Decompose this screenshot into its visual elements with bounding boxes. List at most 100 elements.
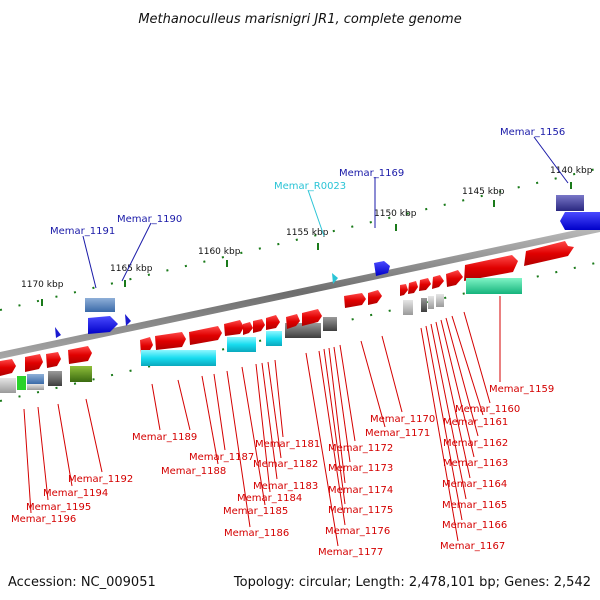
gene-label-memar-1175[interactable]: Memar_1175: [328, 505, 393, 516]
gene-box-green[interactable]: [17, 376, 26, 390]
gene-label-memar-1174[interactable]: Memar_1174: [328, 485, 393, 496]
gene-arrow-red[interactable]: [224, 320, 244, 336]
gene-arrow-blue[interactable]: [125, 314, 131, 326]
gene-box-cyan[interactable]: [227, 337, 256, 352]
gene-arrow-red[interactable]: [368, 290, 382, 305]
gene-label-memar-1172[interactable]: Memar_1172: [328, 443, 393, 454]
gene-label-memar-1163[interactable]: Memar_1163: [443, 458, 508, 469]
gene-label-memar-1165[interactable]: Memar_1165: [442, 500, 507, 511]
gene-label-memar-1167[interactable]: Memar_1167: [440, 541, 505, 552]
gene-box-teal[interactable]: [466, 278, 522, 294]
gene-box-grey[interactable]: [421, 298, 427, 312]
gene-arrow-red[interactable]: [432, 275, 444, 289]
gene-label-memar-1190[interactable]: Memar_1190: [117, 214, 182, 225]
gene-arrow-red[interactable]: [408, 281, 418, 294]
gene-arrow-red[interactable]: [243, 322, 253, 335]
gene-arrow-red[interactable]: [302, 309, 322, 326]
gene-label-memar-1196[interactable]: Memar_1196: [11, 514, 76, 525]
trna-marker[interactable]: [332, 273, 338, 284]
gene-arrow-red[interactable]: [419, 278, 431, 291]
gene-arrow-red[interactable]: [25, 354, 43, 372]
gene-arrow-red[interactable]: [286, 314, 300, 329]
lower-labels: [23, 296, 501, 547]
gene-arrow-red[interactable]: [524, 241, 574, 266]
gene-arrow-red[interactable]: [189, 326, 222, 345]
gene-label-memar-1186[interactable]: Memar_1186: [224, 528, 289, 539]
gene-arrow-red[interactable]: [68, 346, 92, 364]
gene-label-memar-1159[interactable]: Memar_1159: [489, 384, 554, 395]
gene-label-memar-1161[interactable]: Memar_1161: [443, 417, 508, 428]
gene-label-memar-1185[interactable]: Memar_1185: [223, 506, 288, 517]
gene-arrow-blue[interactable]: [88, 316, 118, 334]
gene-box-cyan[interactable]: [266, 331, 282, 346]
gene-box-steel[interactable]: [85, 298, 115, 312]
upper-tick-track: [0, 167, 600, 311]
gene-label-memar-1177[interactable]: Memar_1177: [318, 547, 383, 558]
kbp-label: 1155 kbp: [286, 228, 329, 238]
gene-arrow-red[interactable]: [446, 270, 463, 287]
gene-arrow-red[interactable]: [253, 319, 265, 333]
gene-label-memar-1182[interactable]: Memar_1182: [253, 459, 318, 470]
gene-box-steel[interactable]: [27, 374, 44, 384]
reverse-strand-features: [55, 195, 600, 338]
kbp-scale: 1140 kbp 1145 kbp 1150 kbp 1155 kbp 1160…: [21, 166, 593, 306]
genome-summary-text: Topology: circular; Length: 2,478,101 bp…: [233, 575, 591, 590]
kbp-label: 1140 kbp: [550, 166, 593, 176]
kbp-label: 1165 kbp: [110, 264, 153, 274]
gene-arrow-red[interactable]: [464, 255, 518, 281]
gene-label-memar-1195[interactable]: Memar_1195: [26, 502, 91, 513]
gene-label-memar-1170[interactable]: Memar_1170: [370, 414, 435, 425]
gene-box-navy[interactable]: [556, 195, 584, 211]
gene-arrow-blue[interactable]: [560, 212, 600, 230]
kbp-label: 1145 kbp: [462, 187, 505, 197]
gene-label-memar-1166[interactable]: Memar_1166: [442, 520, 507, 531]
kbp-label: 1150 kbp: [374, 209, 417, 219]
gene-arrow-red[interactable]: [0, 359, 16, 376]
gene-label-memar-1171[interactable]: Memar_1171: [365, 428, 430, 439]
gene-box-grey[interactable]: [48, 371, 62, 386]
gene-box-light-grey[interactable]: [436, 294, 444, 307]
gene-box-light-grey[interactable]: [403, 300, 413, 315]
gene-arrow-blue[interactable]: [374, 261, 390, 276]
gene-label-memar-1181[interactable]: Memar_1181: [255, 439, 320, 450]
gene-label-memar-1162[interactable]: Memar_1162: [443, 438, 508, 449]
gene-box-light-grey[interactable]: [428, 296, 434, 309]
gene-arrow-blue[interactable]: [55, 327, 61, 338]
gene-label-memar-1156[interactable]: Memar_1156: [500, 127, 565, 138]
gene-label-memar-1160[interactable]: Memar_1160: [455, 404, 520, 415]
gene-arrow-red[interactable]: [266, 315, 280, 330]
gene-label-memar-r0023[interactable]: Memar_R0023: [274, 181, 346, 192]
label-leader: [121, 222, 152, 282]
gene-box-cyan[interactable]: [141, 350, 216, 366]
gene-arrow-red[interactable]: [344, 293, 366, 308]
gene-box-grey[interactable]: [285, 323, 321, 338]
gene-label-memar-1173[interactable]: Memar_1173: [328, 463, 393, 474]
label-leader: [533, 136, 569, 184]
forward-strand-features: [0, 241, 574, 393]
gene-label-memar-1187[interactable]: Memar_1187: [189, 452, 254, 463]
upper-labels: Memar_1156 Memar_1169 Memar_R0023 Memar_…: [50, 127, 569, 289]
gene-arrow-red[interactable]: [46, 352, 61, 368]
gene-label-memar-1192[interactable]: Memar_1192: [68, 474, 133, 485]
gene-label-memar-1189[interactable]: Memar_1189: [132, 432, 197, 443]
gene-label-memar-1194[interactable]: Memar_1194: [43, 488, 108, 499]
gene-label-memar-1169[interactable]: Memar_1169: [339, 168, 404, 179]
gene-label-memar-1164[interactable]: Memar_1164: [442, 479, 507, 490]
gene-box-steel[interactable]: [27, 384, 44, 390]
gene-arrow-red[interactable]: [400, 284, 408, 296]
gene-box-light-grey[interactable]: [0, 378, 16, 393]
lower-label-text: Memar_1159 Memar_1160 Memar_1161 Memar_1…: [11, 384, 554, 558]
label-leader: [82, 235, 97, 289]
gene-label-memar-1176[interactable]: Memar_1176: [325, 526, 390, 537]
gene-label-memar-1191[interactable]: Memar_1191: [50, 226, 115, 237]
gene-label-memar-1184[interactable]: Memar_1184: [237, 493, 302, 504]
gene-box-grey[interactable]: [323, 317, 337, 331]
kbp-label: 1160 kbp: [198, 247, 241, 257]
genome-title: Methanoculleus marisnigri JR1, complete …: [138, 12, 461, 27]
gene-label-memar-1183[interactable]: Memar_1183: [253, 481, 318, 492]
kbp-label: 1170 kbp: [21, 280, 64, 290]
gene-label-memar-1188[interactable]: Memar_1188: [161, 466, 226, 477]
gene-box-olive[interactable]: [70, 366, 92, 382]
gene-arrow-red[interactable]: [155, 332, 186, 350]
